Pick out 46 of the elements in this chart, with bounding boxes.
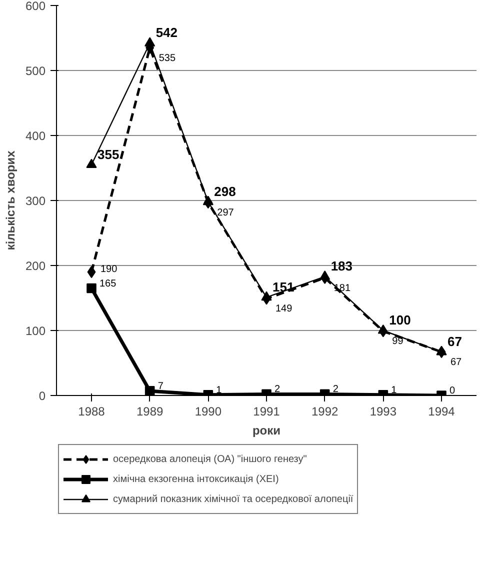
data-label: 1 — [391, 384, 398, 396]
data-label: 297 — [217, 207, 234, 218]
y-tick-label: 500 — [25, 64, 46, 78]
x-tick-label: 1994 — [428, 404, 456, 418]
x-tick-label: 1991 — [253, 404, 280, 418]
data-label: 2 — [274, 384, 280, 396]
y-axis-title: кількість хворих — [3, 150, 18, 250]
data-label: 0 — [450, 386, 456, 396]
point — [261, 291, 272, 301]
data-label: 100 — [389, 312, 411, 328]
x-tick-label: 1990 — [194, 404, 222, 418]
x-tick-label: 1989 — [136, 404, 164, 418]
point — [320, 270, 330, 280]
x-tick-label: 1992 — [311, 404, 339, 418]
data-label: 183 — [330, 258, 353, 274]
point — [86, 158, 97, 168]
data-label: 1 — [216, 384, 222, 396]
data-label: 535 — [158, 52, 176, 64]
y-tick-label: 0 — [38, 389, 46, 403]
y-tick-label: 300 — [25, 194, 46, 208]
data-label: 2 — [332, 384, 339, 396]
y-tick-label: 100 — [25, 324, 46, 338]
x-tick-label: 1993 — [370, 404, 397, 418]
data-label: 190 — [100, 264, 118, 275]
legend-label: сумарний показник хімічної та осередкової алопеції — [113, 492, 354, 506]
point — [86, 283, 96, 294]
data-label: 67 — [448, 334, 462, 349]
data-label: 7 — [158, 380, 164, 392]
x-axis-title: роки — [252, 424, 281, 438]
y-tick-label: 600 — [25, 0, 46, 13]
point — [144, 386, 155, 396]
data-label: 298 — [214, 184, 236, 199]
y-tick-label: 200 — [25, 259, 46, 273]
x-tick-label: 1988 — [78, 404, 106, 418]
legend-label: осередкова алопеція (ОА) "іншого генезу" — [113, 452, 307, 466]
data-label: 165 — [100, 278, 117, 290]
point — [202, 196, 214, 206]
point — [378, 324, 388, 334]
data-label: 149 — [276, 304, 293, 315]
y-tick-label: 400 — [25, 129, 46, 143]
data-label: 355 — [98, 146, 120, 162]
legend-label: хімічна екзогенна інтоксикація (ХЕІ) — [113, 472, 279, 486]
point — [436, 346, 447, 356]
point — [144, 37, 156, 46]
data-label: 67 — [450, 356, 462, 368]
data-label: 542 — [156, 25, 178, 40]
